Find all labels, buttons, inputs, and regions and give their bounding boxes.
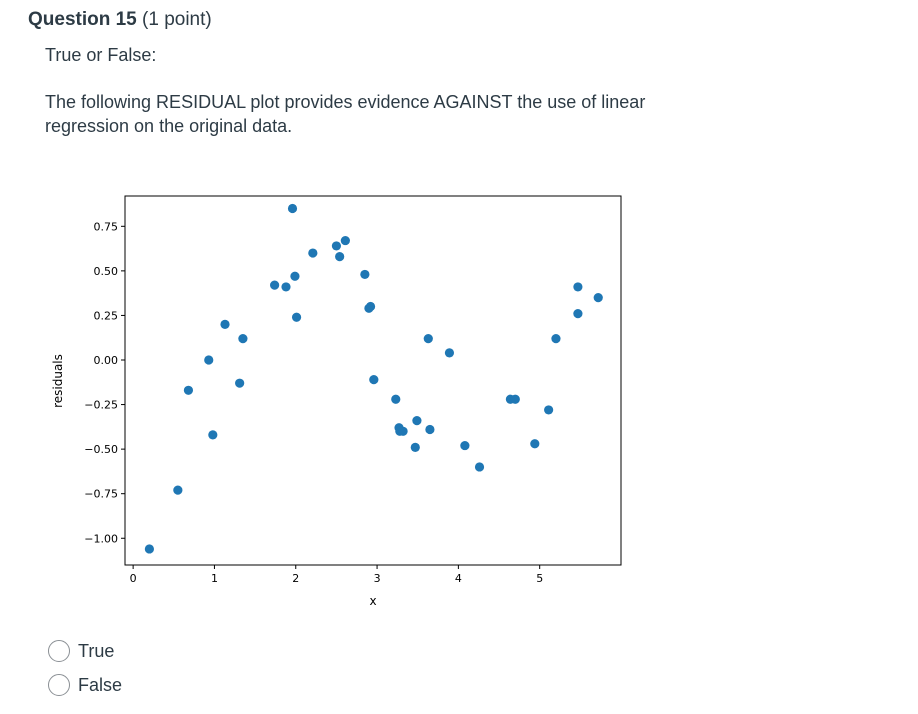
question-text: The following RESIDUAL plot provides evi… (45, 92, 646, 136)
data-point (291, 312, 302, 322)
data-point (530, 439, 540, 449)
answer-option-false[interactable]: False (48, 672, 122, 698)
y-axis-label: residuals (51, 354, 65, 408)
data-point (369, 375, 379, 385)
x-tick-label: 2 (292, 572, 299, 585)
radio-false[interactable] (48, 674, 70, 696)
x-tick-label: 3 (374, 572, 381, 585)
question-header: Question 15 (1 point) (28, 8, 212, 32)
data-point (335, 252, 345, 262)
answer-options: True False (48, 638, 122, 706)
data-point (360, 269, 370, 280)
x-axis-label: x (369, 594, 376, 608)
x-tick-label: 1 (211, 572, 218, 585)
residual-scatter-chart: 0.75 0.50 0.25 0.00 −0.25 −0.50 −0.75 −1.00 0 1 2… (51, 195, 622, 608)
data-point (474, 462, 485, 472)
data-point (144, 544, 154, 554)
question-type-label: True or False: (45, 45, 157, 65)
data-point (238, 334, 248, 344)
data-point (281, 282, 291, 292)
y-tick-label: −0.50 (84, 443, 118, 456)
y-tick-label: 0.25 (94, 309, 119, 322)
residual-plot: 0.75 0.50 0.25 0.00 −0.25 −0.50 −0.75 −1.00 0 1 2… (40, 185, 640, 615)
y-axis-ticks: 0.75 0.50 0.25 0.00 −0.25 −0.50 −0.75 −1.00 (84, 220, 125, 545)
y-tick-label: −0.25 (84, 399, 118, 412)
data-point (412, 416, 422, 426)
data-point (290, 271, 300, 281)
question-points: (1 point) (142, 9, 212, 30)
data-point (365, 301, 376, 312)
data-point (287, 203, 298, 214)
data-point (510, 394, 520, 404)
radio-true[interactable] (48, 640, 70, 662)
x-tick-label: 0 (130, 572, 137, 585)
y-tick-label: −1.00 (84, 532, 118, 545)
data-points (144, 203, 603, 554)
answer-label-false: False (78, 674, 123, 695)
data-point (423, 334, 433, 344)
data-point (173, 485, 183, 495)
data-point (183, 385, 194, 395)
data-point (410, 442, 420, 452)
data-point (460, 440, 470, 451)
data-point (270, 280, 280, 290)
data-point (308, 248, 318, 258)
data-point (398, 426, 408, 436)
data-point (220, 319, 230, 329)
x-axis-ticks: 0 1 2 3 4 5 (130, 565, 543, 585)
question-title: Question 15 (28, 9, 137, 30)
data-point (573, 309, 583, 319)
data-point (391, 394, 401, 404)
x-tick-label: 4 (455, 572, 462, 585)
data-point (593, 293, 603, 303)
data-point (235, 378, 245, 388)
y-tick-label: 0.50 (94, 265, 119, 278)
data-point (444, 348, 455, 358)
data-point (208, 430, 218, 440)
data-point (331, 241, 342, 251)
data-point (551, 334, 561, 344)
y-tick-label: 0.75 (94, 220, 119, 233)
data-point (573, 282, 583, 292)
data-point (204, 355, 214, 365)
y-tick-label: −0.75 (84, 488, 118, 501)
y-tick-label: 0.00 (94, 354, 119, 367)
data-point (340, 235, 350, 246)
data-point (425, 424, 435, 435)
data-point (544, 405, 554, 415)
answer-label-true: True (78, 640, 115, 661)
answer-option-true[interactable]: True (48, 638, 122, 664)
x-tick-label: 5 (536, 572, 543, 585)
